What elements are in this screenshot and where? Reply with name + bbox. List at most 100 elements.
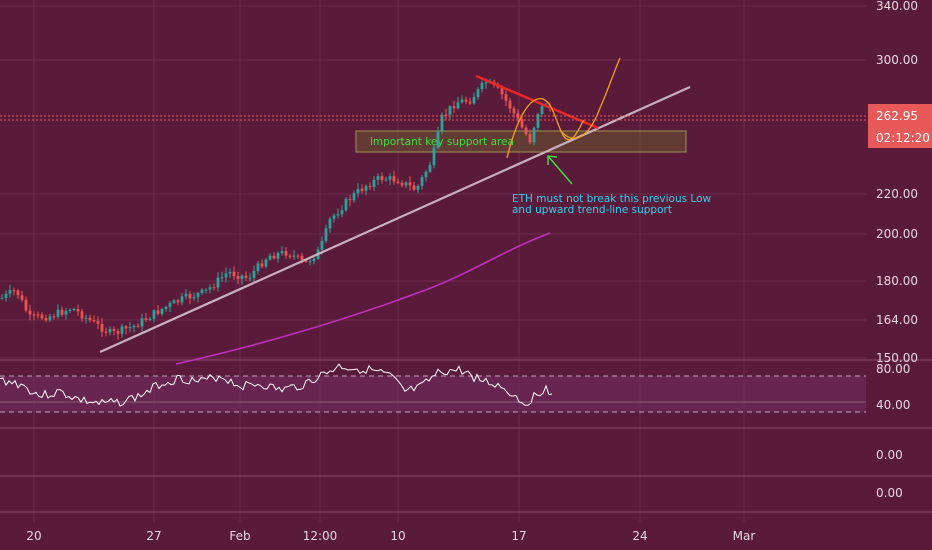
candle-body-27 (108, 329, 112, 333)
price-tick-200: 200.00 (876, 227, 918, 241)
rsi-tick-80: 80.00 (876, 362, 910, 376)
candle-body-29 (116, 331, 120, 334)
candle-body-62 (248, 277, 252, 279)
candle-body-32 (128, 327, 132, 329)
downtrend-line (475, 74, 599, 130)
candle-body-103 (412, 185, 416, 190)
candle-body-19 (76, 309, 80, 312)
candle-body-14 (56, 309, 60, 317)
time-tick-17: 17 (511, 529, 526, 543)
candle-body-73 (292, 255, 296, 257)
candle-body-51 (204, 289, 208, 291)
rsi-band-fill (0, 376, 866, 412)
candle-body-80 (320, 241, 324, 250)
candle-body-21 (84, 317, 88, 319)
price-tick-220: 220.00 (876, 187, 918, 201)
rsi-line (0, 363, 553, 407)
candle-body-3 (12, 290, 16, 292)
time-tick-10: 10 (390, 529, 405, 543)
svg-text:02:12:20: 02:12:20 (876, 131, 930, 145)
candle-body-72 (288, 255, 292, 257)
candle-body-91 (364, 186, 368, 191)
annotation-note-line1: ETH must not break this previous Low (512, 193, 712, 205)
indicator-tick-0-b: 0.00 (876, 486, 903, 500)
candle-body-106 (424, 171, 428, 178)
candle-body-48 (192, 297, 196, 299)
candle-body-120 (480, 83, 484, 89)
time-tick-1200: 12:00 (303, 529, 338, 543)
candle-body-34 (136, 325, 140, 327)
time-tick-feb: Feb (229, 529, 250, 543)
candle-body-59 (236, 276, 240, 279)
moving-average-line (175, 232, 551, 365)
time-axis: 20 27 Feb 12:00 10 17 24 Mar (26, 529, 755, 543)
candle-body-49 (196, 293, 200, 298)
candle-body-52 (208, 287, 212, 290)
svg-text:262.95: 262.95 (876, 109, 918, 123)
rsi-panel (0, 363, 866, 413)
candle-body-37 (148, 318, 152, 320)
projection-curve-large (559, 57, 621, 139)
candle-body-69 (276, 253, 280, 259)
candle-body-38 (152, 310, 156, 319)
candle-body-11 (44, 318, 48, 321)
candle-body-107 (428, 165, 432, 172)
candle-body-41 (164, 307, 168, 309)
candle-body-130 (520, 118, 524, 128)
candle-body-30 (120, 326, 124, 334)
price-axis: 340.00 300.00 220.00 200.00 180.00 164.0… (876, 0, 918, 365)
candle-body-8 (32, 314, 36, 316)
candle-body-119 (476, 89, 480, 97)
candle-body-1 (4, 293, 8, 298)
candle-body-2 (8, 290, 12, 294)
candle-body-84 (336, 214, 340, 216)
candle-body-98 (392, 176, 396, 182)
time-tick-mar: Mar (733, 529, 756, 543)
price-tick-180: 180.00 (876, 274, 918, 288)
candle-body-58 (232, 271, 236, 277)
candle-body-93 (372, 179, 376, 187)
annotation-note-line2: and upward trend-line support (512, 204, 672, 216)
candle-body-31 (124, 326, 128, 329)
candle-body-76 (304, 259, 308, 262)
candle-body-81 (324, 228, 328, 241)
candle-body-88 (352, 193, 356, 201)
candle-body-24 (96, 321, 100, 324)
candle-body-16 (64, 311, 68, 315)
annotation-arrow (547, 155, 573, 185)
candle-body-56 (224, 273, 228, 278)
candle-body-125 (500, 87, 504, 95)
candle-body-77 (308, 261, 312, 263)
indicator-tick-0-a: 0.00 (876, 448, 903, 462)
candle-body-110 (440, 114, 444, 131)
candle-body-112 (448, 106, 452, 115)
candle-body-71 (284, 251, 288, 256)
candle-body-42 (168, 303, 172, 307)
candle-body-82 (328, 218, 332, 229)
candlestick-series (0, 78, 552, 340)
candle-body-92 (368, 186, 372, 188)
candle-body-13 (52, 316, 56, 318)
rsi-tick-40: 40.00 (876, 398, 910, 412)
candle-body-95 (380, 176, 384, 181)
candle-body-134 (536, 114, 540, 128)
candle-body-118 (472, 97, 476, 104)
candle-body-132 (528, 134, 532, 143)
candle-body-68 (272, 255, 276, 259)
candle-body-75 (300, 255, 304, 260)
candle-body-60 (240, 275, 244, 279)
candle-body-53 (212, 287, 216, 289)
candle-body-66 (264, 259, 268, 267)
support-area-label: important key support area (370, 136, 514, 148)
candle-body-99 (396, 181, 400, 183)
candle-body-96 (384, 179, 388, 181)
candle-body-61 (244, 275, 248, 278)
candle-body-104 (416, 186, 420, 190)
candle-body-70 (280, 251, 284, 254)
candle-body-20 (80, 311, 84, 319)
candle-body-108 (432, 147, 436, 165)
candle-body-128 (512, 108, 516, 114)
candle-body-86 (344, 198, 348, 211)
candle-body-23 (92, 320, 96, 322)
